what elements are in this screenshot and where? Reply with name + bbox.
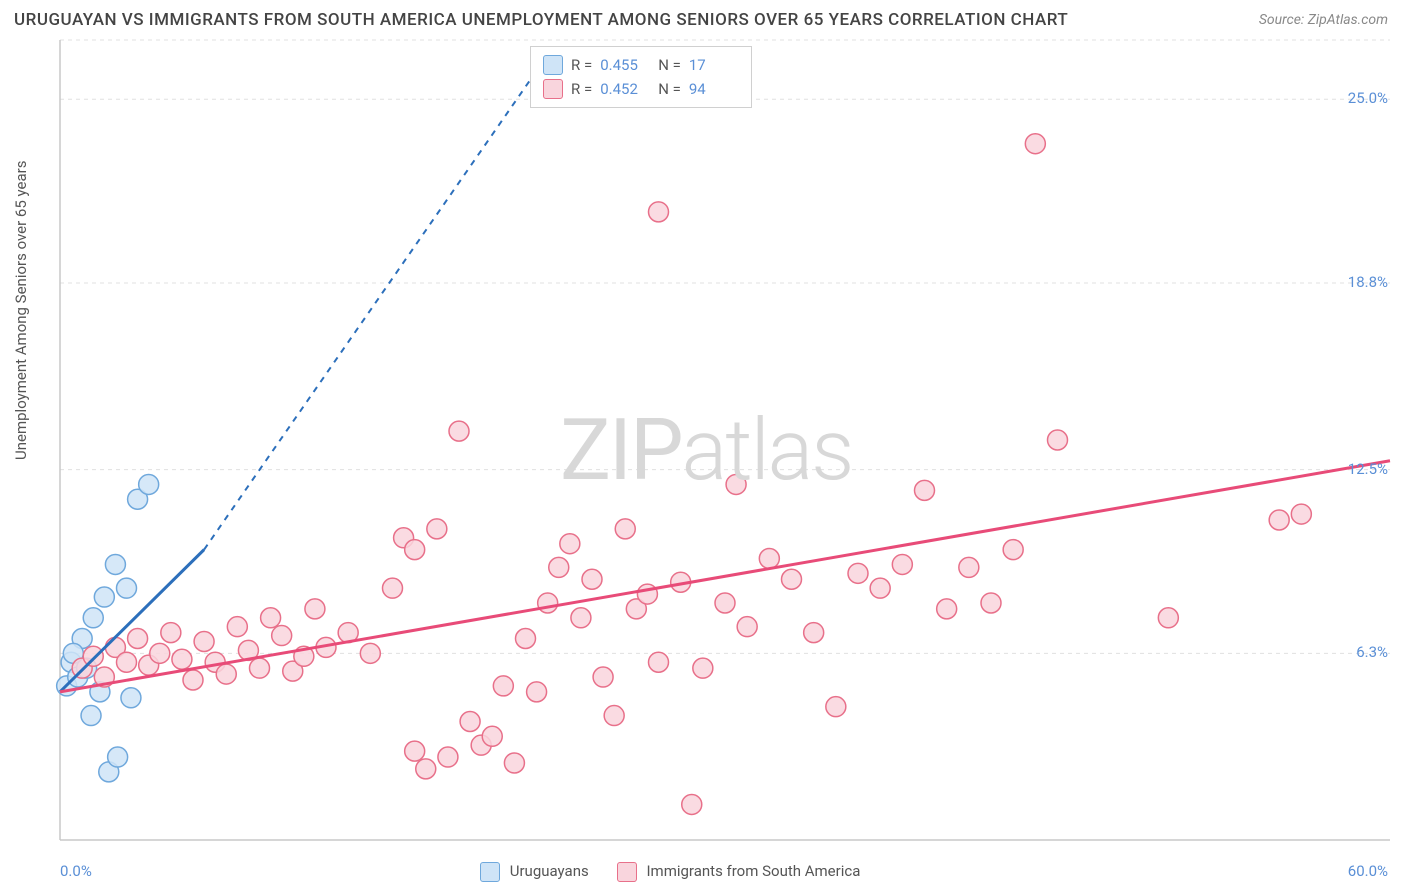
legend-series: Uruguayans Immigrants from South America xyxy=(480,862,860,882)
x-axis-max-label: 60.0% xyxy=(1348,862,1388,880)
x-axis-min-label: 0.0% xyxy=(60,862,92,880)
legend-item: Uruguayans xyxy=(480,862,589,882)
y-tick-label: 18.8% xyxy=(1348,273,1388,291)
scatter-chart xyxy=(0,0,1406,892)
stat-n-label: N = xyxy=(658,56,681,74)
legend-label: Uruguayans xyxy=(510,862,589,880)
legend-stats: R = 0.455 N = 17 R = 0.452 N = 94 xyxy=(530,46,752,108)
legend-swatch-uruguayans xyxy=(543,55,563,75)
legend-stats-row: R = 0.455 N = 17 xyxy=(543,53,739,77)
stat-r-label: R = xyxy=(571,80,592,98)
stat-n-value: 17 xyxy=(689,56,739,74)
legend-swatch-immigrants xyxy=(617,862,637,882)
stat-n-label: N = xyxy=(658,80,681,98)
stat-r-label: R = xyxy=(571,56,592,74)
stat-r-value: 0.455 xyxy=(600,56,650,74)
legend-stats-row: R = 0.452 N = 94 xyxy=(543,77,739,101)
y-tick-label: 25.0% xyxy=(1348,89,1388,107)
legend-label: Immigrants from South America xyxy=(646,862,860,880)
legend-swatch-uruguayans xyxy=(480,862,500,882)
y-tick-label: 6.3% xyxy=(1356,643,1388,661)
stat-n-value: 94 xyxy=(689,80,739,98)
legend-item: Immigrants from South America xyxy=(617,862,861,882)
stat-r-value: 0.452 xyxy=(600,80,650,98)
y-tick-label: 12.5% xyxy=(1348,460,1388,478)
legend-swatch-immigrants xyxy=(543,79,563,99)
